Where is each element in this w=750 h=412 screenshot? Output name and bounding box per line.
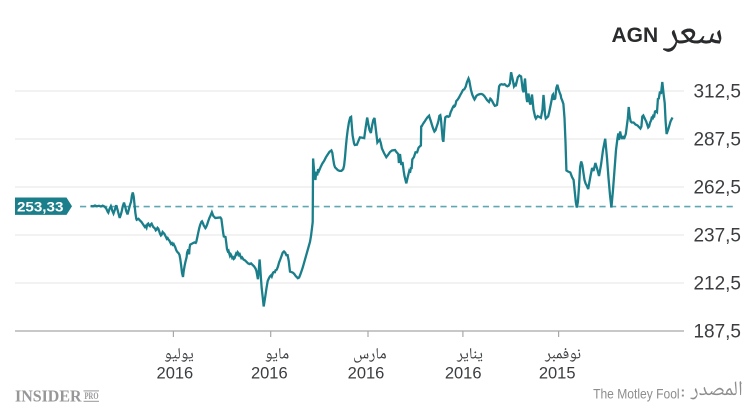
svg-text:262,5: 262,5 [693, 178, 741, 199]
svg-text:The Motley Fool: The Motley Fool [593, 386, 680, 402]
svg-text:INSIDER: INSIDER [15, 387, 82, 406]
svg-text:2015: 2015 [539, 365, 576, 383]
svg-text:2016: 2016 [445, 365, 482, 383]
svg-text:287,5: 287,5 [693, 130, 741, 151]
svg-text:2016: 2016 [157, 365, 194, 383]
svg-text:2016: 2016 [251, 365, 288, 383]
svg-text:212,5: 212,5 [693, 274, 741, 295]
svg-text::: : [681, 384, 686, 400]
svg-text:312,5: 312,5 [693, 82, 741, 103]
svg-text:187,5: 187,5 [693, 322, 741, 343]
svg-text:237,5: 237,5 [693, 226, 741, 247]
svg-text:AGN: AGN [612, 24, 659, 47]
svg-text:PRO: PRO [85, 391, 99, 401]
svg-text:253,33: 253,33 [17, 198, 64, 214]
svg-text:2016: 2016 [348, 365, 385, 383]
